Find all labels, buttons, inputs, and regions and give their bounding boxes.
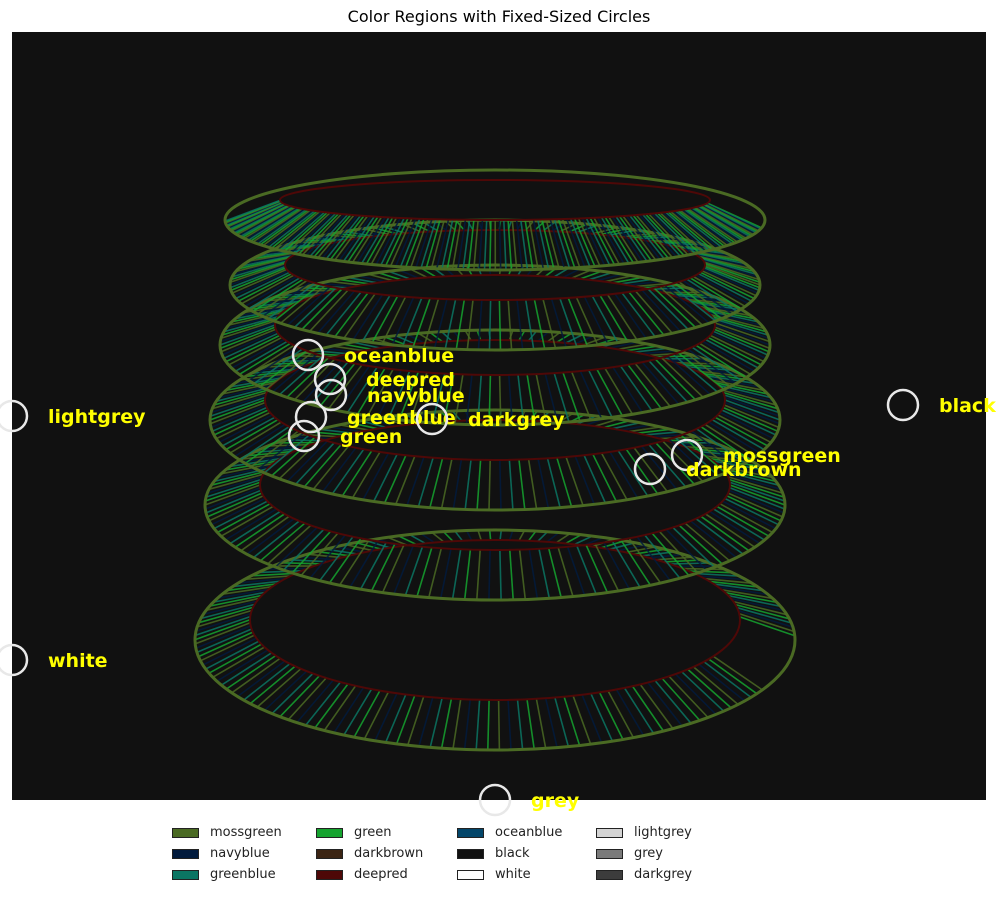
marker-circle-grey — [478, 783, 512, 817]
legend-label: navyblue — [210, 846, 270, 861]
legend-item-mossgreen: mossgreen — [172, 825, 282, 840]
marker-label-deepred: deepred — [366, 369, 455, 391]
chart-title: Color Regions with Fixed-Sized Circles — [347, 7, 651, 26]
marker-circle-darkbrown — [633, 452, 667, 486]
marker-label-white: white — [48, 650, 108, 672]
marker-label-green: green — [340, 426, 402, 448]
legend-swatch — [596, 848, 623, 859]
marker-circle-oceanblue — [291, 338, 325, 372]
marker-label-darkbrown: darkbrown — [686, 459, 802, 481]
marker-label-oceanblue: oceanblue — [344, 345, 454, 367]
marker-label-lightgrey: lightgrey — [48, 406, 146, 428]
legend-swatch — [172, 848, 199, 859]
marker-label-navyblue: navyblue — [367, 385, 465, 407]
legend-item-white: white — [457, 867, 531, 882]
legend-swatch — [457, 827, 484, 838]
marker-label-mossgreen: mossgreen — [723, 445, 841, 467]
legend-label: darkbrown — [354, 846, 424, 861]
legend-swatch — [172, 869, 199, 880]
legend-swatch — [316, 827, 343, 838]
marker-label-darkgrey: darkgrey — [468, 409, 565, 431]
marker-circle-black — [886, 388, 920, 422]
marker-circle-white — [0, 643, 29, 677]
legend-item-greenblue: greenblue — [172, 867, 276, 882]
marker-circle-mossgreen — [670, 438, 704, 472]
legend-label: green — [354, 825, 392, 840]
legend-item-green: green — [316, 825, 392, 840]
legend-swatch — [596, 827, 623, 838]
legend-label: mossgreen — [210, 825, 282, 840]
legend-item-black: black — [457, 846, 530, 861]
legend-label: black — [495, 846, 530, 861]
legend-label: grey — [634, 846, 664, 861]
legend-item-lightgrey: lightgrey — [596, 825, 692, 840]
legend-item-deepred: deepred — [316, 867, 408, 882]
plot-background — [12, 32, 986, 800]
legend-item-navyblue: navyblue — [172, 846, 270, 861]
legend-label: deepred — [354, 867, 408, 882]
legend-label: greenblue — [210, 867, 276, 882]
legend-item-darkgrey: darkgrey — [596, 867, 692, 882]
legend-item-oceanblue: oceanblue — [457, 825, 562, 840]
marker-label-greenblue: greenblue — [347, 407, 456, 429]
marker-label-black: black — [939, 395, 996, 417]
marker-circle-lightgrey — [0, 399, 29, 433]
legend-item-darkbrown: darkbrown — [316, 846, 423, 861]
legend-swatch — [316, 869, 343, 880]
legend-swatch — [172, 827, 199, 838]
spiral-coil-image — [193, 168, 797, 752]
legend-swatch — [457, 869, 484, 880]
legend-swatch — [596, 869, 623, 880]
marker-circle-navyblue — [314, 378, 348, 412]
marker-circle-deepred — [313, 362, 347, 396]
legend-label: oceanblue — [495, 825, 563, 840]
legend-label: darkgrey — [634, 867, 693, 882]
marker-circle-green — [287, 419, 321, 453]
marker-circle-greenblue — [294, 400, 328, 434]
legend-swatch — [316, 848, 343, 859]
marker-circle-darkgrey — [415, 402, 449, 436]
legend-label: white — [495, 867, 531, 882]
legend-item-grey: grey — [596, 846, 663, 861]
legend-label: lightgrey — [634, 825, 692, 840]
marker-label-grey: grey — [531, 790, 580, 812]
legend-swatch — [457, 848, 484, 859]
